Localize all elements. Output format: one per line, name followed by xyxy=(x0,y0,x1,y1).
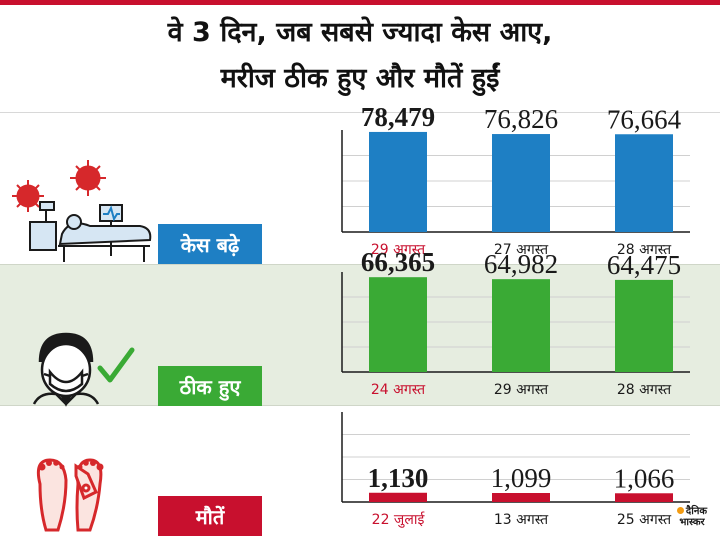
bar xyxy=(492,279,550,372)
category-label: 13 अगस्त xyxy=(494,512,549,528)
recovered-band xyxy=(0,264,720,406)
bar xyxy=(615,279,673,372)
category-label: 24 अगस्त xyxy=(371,382,426,398)
virus-icon xyxy=(12,160,106,212)
category-label: 29 अगस्त xyxy=(371,242,426,258)
deaths-label: मौतें xyxy=(158,496,262,536)
bar xyxy=(615,493,673,502)
check-icon xyxy=(97,347,135,383)
logo-line-1: दैनिक xyxy=(670,506,714,517)
category-label: 28 अगस्त xyxy=(617,242,672,258)
category-label: 28 अगस्त xyxy=(617,382,672,398)
dainik-bhaskar-logo: दैनिक भास्कर xyxy=(670,506,714,536)
category-label: 25 अगस्त xyxy=(617,512,672,528)
bar xyxy=(369,492,427,502)
deaths-band xyxy=(0,406,720,540)
masked-person-icon xyxy=(32,332,100,407)
bar xyxy=(492,493,550,502)
hospital-bed-icon xyxy=(29,201,152,262)
feet-toe-tag-icon xyxy=(36,458,104,532)
category-label: 22 जुलाई xyxy=(372,511,426,528)
bar-value-label: 64,475 xyxy=(607,250,681,280)
bar xyxy=(369,131,427,232)
bar xyxy=(369,277,427,372)
cases-label: केस बढ़े xyxy=(158,224,262,264)
logo-line-2: भास्कर xyxy=(679,517,705,528)
bar-value-label: 1,066 xyxy=(614,463,675,493)
bar-value-label: 78,479 xyxy=(361,102,435,132)
category-label: 27 अगस्त xyxy=(494,242,549,258)
bar xyxy=(615,134,673,232)
bar-value-label: 76,826 xyxy=(484,104,558,134)
page-title: वे 3 दिन, जब सबसे ज्यादा केस आए, मरीज ठी… xyxy=(0,10,720,102)
bar xyxy=(492,134,550,232)
bar-value-label: 1,099 xyxy=(491,463,552,493)
title-line-2: मरीज ठीक हुए और मौतें हुईं xyxy=(220,63,500,94)
bar-value-label: 1,130 xyxy=(368,463,429,493)
title-line-1: वे 3 दिन, जब सबसे ज्यादा केस आए, xyxy=(167,17,553,48)
category-label: 29 अगस्त xyxy=(494,382,549,398)
bar-value-label: 64,982 xyxy=(484,249,558,279)
top-accent-bar xyxy=(0,0,720,5)
bar-value-label: 66,365 xyxy=(361,247,435,277)
bar-value-label: 76,664 xyxy=(607,104,682,134)
recovered-label: ठीक हुए xyxy=(158,366,262,406)
